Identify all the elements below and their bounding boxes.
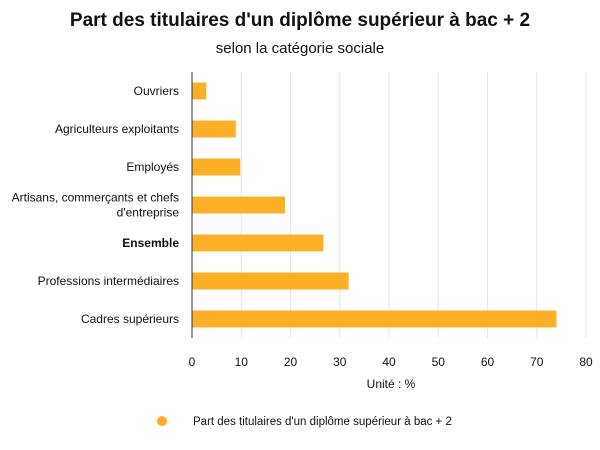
legend-marker [157,416,167,426]
gridlines [240,72,587,338]
category-label: Professions intermédiaires [38,274,179,288]
chart-subtitle: selon la catégorie sociale [216,40,384,57]
x-tick-label: 30 [333,355,347,369]
category-label: Ensemble [122,236,179,250]
x-tick-label: 10 [235,355,249,369]
bars [192,82,557,328]
category-label: Employés [126,160,179,174]
x-axis-title: Unité : % [367,377,416,391]
x-tick-label: 20 [284,355,298,369]
x-tick-label: 40 [382,355,396,369]
category-labels: Ouvriers Agriculteurs exploitants Employés… [12,84,180,326]
legend-label: Part des titulaires d'un diplôme supérie… [193,416,452,428]
legend: Part des titulaires d'un diplôme supérie… [157,416,452,428]
x-tick-label: 0 [189,355,196,369]
bar [192,120,236,138]
x-tick-label: 50 [432,355,446,369]
x-tick-label: 70 [530,355,544,369]
bar [192,310,557,328]
x-tick-label: 60 [481,355,495,369]
bar [192,234,324,252]
category-label: d'entreprise [117,206,180,220]
chart-title: Part des titulaires d'un diplôme supérie… [70,10,530,31]
category-label: Agriculteurs exploitants [55,122,179,136]
x-tick-label: 80 [579,355,593,369]
category-label: Ouvriers [134,84,179,98]
bar [192,158,241,176]
bar [192,196,286,214]
bar [192,272,349,290]
category-label: Artisans, commerçants et chefs [12,191,179,205]
bar [192,82,207,100]
category-label: Cadres supérieurs [81,312,179,326]
x-tick-labels: 0 10 20 30 40 50 60 70 80 [189,355,593,369]
